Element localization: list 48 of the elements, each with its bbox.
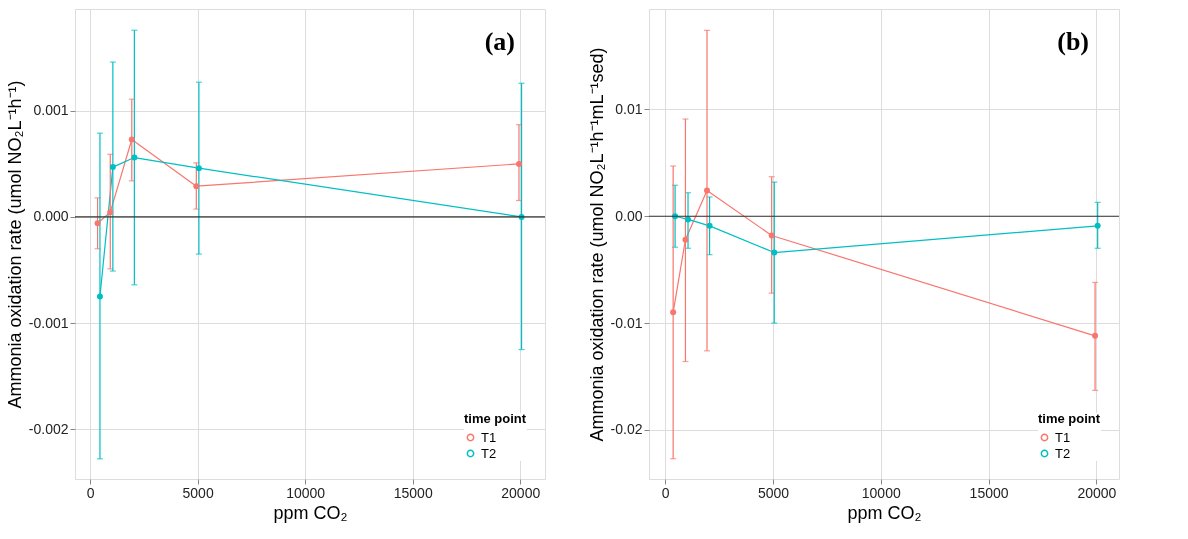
x-tick-label: 0 [661, 484, 670, 501]
point [670, 309, 677, 316]
point [515, 160, 522, 167]
x-tick-label: 10000 [861, 484, 901, 501]
point [682, 236, 689, 243]
x-tick-label: 0 [86, 484, 95, 501]
legend-label: T1 [1055, 429, 1071, 445]
point [131, 154, 138, 161]
y-axis-title: Ammonia oxidation rate (umol NO₂L⁻¹h⁻¹mL⁻¹sed) [586, 47, 607, 442]
y-tick-label: -0.01 [610, 314, 643, 331]
legend-label: T1 [481, 429, 497, 445]
x-tick-label: 5000 [182, 484, 214, 501]
point [771, 249, 778, 256]
x-axis-title: ppm CO₂ [273, 502, 348, 523]
annotation: (a) [484, 27, 515, 56]
point [685, 216, 692, 223]
point [128, 136, 135, 143]
x-tick-label: 15000 [393, 484, 433, 501]
legend-label: T2 [481, 445, 497, 461]
x-axis-title: ppm CO₂ [847, 502, 922, 523]
legend-title: time point [464, 411, 527, 426]
point [109, 164, 116, 171]
point [96, 293, 103, 300]
point [107, 209, 114, 216]
y-tick-label: 0.01 [615, 100, 643, 117]
point [706, 222, 713, 229]
x-tick-label: 20000 [1077, 484, 1117, 501]
x-tick-label: 5000 [757, 484, 790, 501]
y-tick-label: -0.002 [28, 420, 69, 437]
point [704, 187, 710, 194]
point [768, 232, 775, 239]
x-tick-label: 10000 [286, 484, 326, 501]
y-tick-label: -0.02 [610, 421, 643, 438]
x-tick-label: 15000 [969, 484, 1009, 501]
point [1092, 332, 1099, 339]
point [193, 183, 200, 190]
y-tick-label: 0.001 [33, 102, 69, 119]
point [195, 165, 202, 172]
legend-title: time point [1038, 411, 1101, 426]
y-tick-label: 0.00 [615, 207, 643, 224]
legend-label: T2 [1055, 445, 1071, 461]
y-axis-title: Ammonia oxidation rate (umol NO₂L⁻¹h⁻¹) [4, 80, 25, 409]
annotation: (b) [1057, 27, 1089, 56]
point [1094, 222, 1101, 229]
point [94, 220, 101, 227]
y-tick-label: 0.000 [33, 208, 69, 225]
x-tick-label: 20000 [501, 484, 541, 501]
y-tick-label: -0.001 [28, 314, 69, 331]
